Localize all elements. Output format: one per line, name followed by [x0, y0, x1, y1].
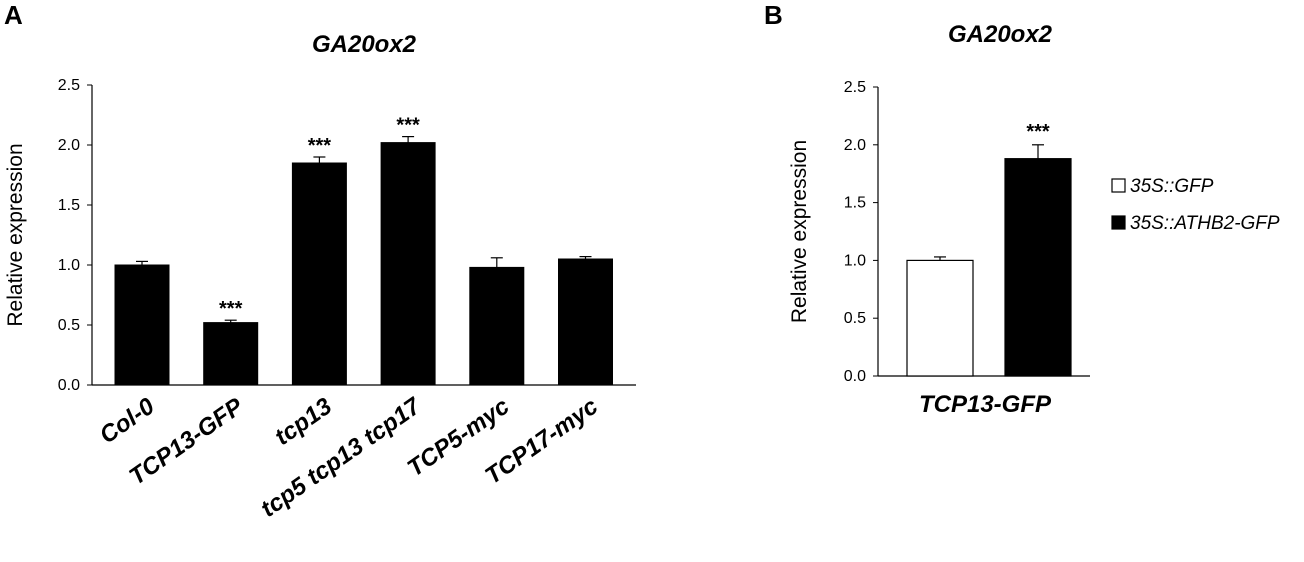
- legend-swatch: [1111, 215, 1126, 230]
- significance-marker: ***: [308, 135, 332, 157]
- chart-title: GA20ox2: [312, 31, 417, 58]
- y-axis-label: Relative expression: [788, 140, 811, 323]
- y-tick-label: 1.0: [844, 252, 866, 269]
- x-tick-label: tcp13: [270, 392, 337, 450]
- panel-label-a: A: [4, 0, 23, 30]
- bar: [469, 266, 525, 386]
- y-tick-label: 0.5: [58, 317, 80, 334]
- y-tick-label: 2.5: [844, 79, 866, 96]
- chart-b: GA20ox2 0.0 0.5 1.0 1.5 2.0 2.5 Relative expres…: [788, 21, 1280, 418]
- y-tick-label: 2.0: [844, 137, 866, 154]
- bar: [558, 258, 613, 386]
- legend-label: 35S::ATHB2-GFP: [1130, 213, 1280, 234]
- chart-a: GA20ox2 0.0 0.5 1.0 1.5 2.0 2.5 Relative expres…: [4, 31, 636, 523]
- bar: [906, 259, 974, 377]
- x-tick-label: Col-0: [95, 392, 160, 449]
- bar: [1004, 158, 1072, 377]
- x-tick-label: TCP13-GFP: [919, 391, 1052, 418]
- significance-marker: ***: [396, 115, 420, 137]
- legend-swatch: [1111, 178, 1126, 193]
- y-axis-label: Relative expression: [4, 143, 27, 326]
- y-tick-label: 0.5: [844, 310, 866, 327]
- bar: [380, 142, 436, 386]
- y-tick-label: 1.5: [58, 197, 80, 214]
- y-tick-label: 0.0: [844, 368, 866, 385]
- y-tick-label: 1.5: [844, 195, 866, 212]
- bar: [203, 322, 259, 386]
- y-tick-label: 2.5: [58, 77, 80, 94]
- legend-label: 35S::GFP: [1130, 176, 1214, 197]
- panel-label-b: B: [764, 0, 783, 30]
- bar: [291, 162, 347, 386]
- y-tick-label: 2.0: [58, 137, 80, 154]
- x-tick-label: tcp5 tcp13 tcp17: [256, 392, 427, 523]
- y-tick-label: 0.0: [58, 377, 80, 394]
- bar: [114, 264, 170, 386]
- significance-marker: ***: [219, 298, 243, 320]
- y-tick-label: 1.0: [58, 257, 80, 274]
- chart-title: GA20ox2: [948, 21, 1053, 48]
- significance-marker: ***: [1026, 121, 1050, 143]
